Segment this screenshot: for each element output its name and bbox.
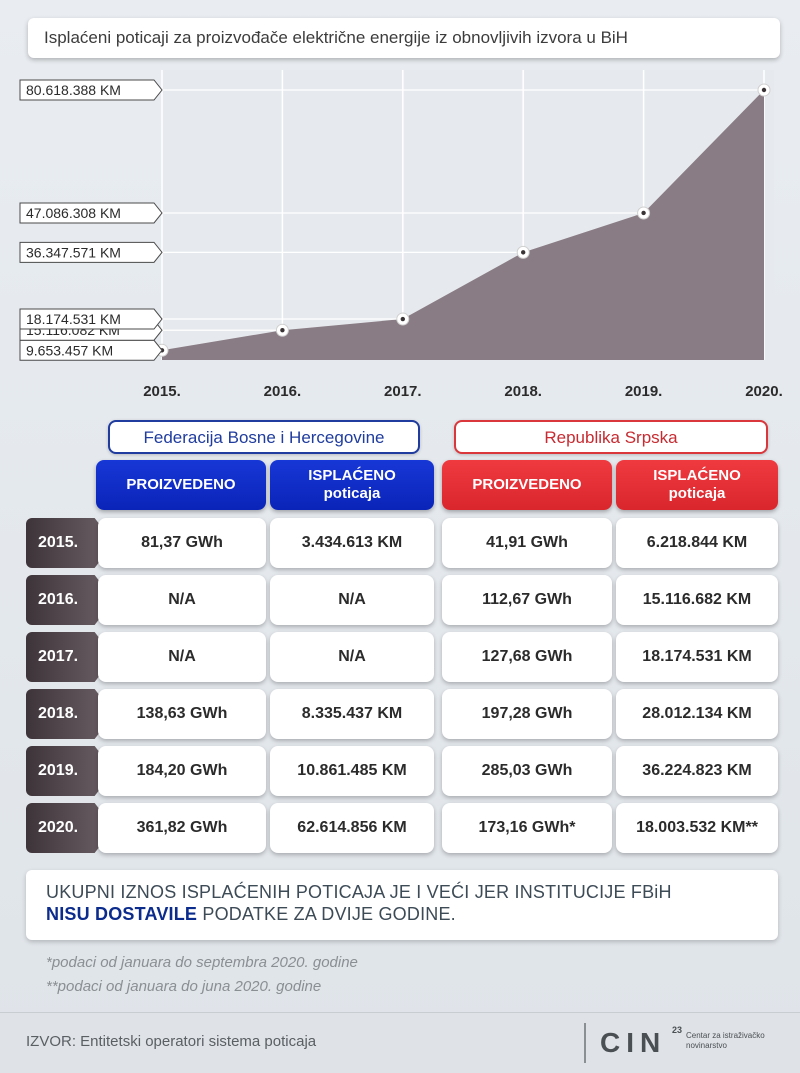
table-row: 2017. N/A N/A 127,68 GWh 18.174.531 KM (0, 632, 800, 682)
footer-bar: IZVOR: Entitetski operatori sistema poti… (0, 1012, 800, 1073)
value-label: 80.618.388 KM (26, 82, 121, 98)
area-series (162, 90, 764, 360)
value-label-tag (19, 308, 163, 330)
cell-rs-produced: 41,91 GWh (442, 518, 612, 568)
header-rs-produced-label: PROIZVEDENO (472, 476, 582, 493)
table-row: 2015. 81,37 GWh 3.434.613 KM 41,91 GWh 6… (0, 518, 800, 568)
cell-rs-produced: 173,16 GWh* (442, 803, 612, 853)
value-label: 36.347.571 KM (26, 244, 121, 260)
cell-rs-paid: 28.012.134 KM (616, 689, 778, 739)
cell-fbih-paid: 8.335.437 KM (270, 689, 434, 739)
cell-rs-paid: 15.116.682 KM (616, 575, 778, 625)
value-label: 9.653.457 KM (26, 342, 113, 358)
note-line-1: UKUPNI IZNOS ISPLAĆENIH POTICAJA JE I VE… (46, 882, 672, 902)
note-line-2: NISU DOSTAVILE PODATKE ZA DVIJE GODINE. (46, 903, 778, 925)
table-row: 2020. 361,82 GWh 62.614.856 KM 173,16 GW… (0, 803, 800, 853)
cell-rs-produced: 197,28 GWh (442, 689, 612, 739)
cell-rs-paid: 6.218.844 KM (616, 518, 778, 568)
entity-label-fbih: Federacija Bosne i Hercegovine (108, 420, 420, 454)
data-point-center (521, 250, 526, 255)
value-label-tag (19, 241, 163, 263)
header-fbih-paid-sublabel: poticaja (323, 485, 381, 502)
header-rs-paid: ISPLAĆENO poticaja (616, 460, 778, 510)
cell-fbih-paid: N/A (270, 575, 434, 625)
cell-fbih-produced: N/A (98, 575, 266, 625)
cell-fbih-produced: 184,20 GWh (98, 746, 266, 796)
header-fbih-produced-label: PROIZVEDENO (126, 476, 236, 493)
value-label-tag (19, 202, 163, 224)
cell-rs-paid: 18.003.532 KM** (616, 803, 778, 853)
x-tick-label: 2019. (625, 383, 663, 400)
data-point-center (280, 328, 285, 333)
cell-fbih-produced: 361,82 GWh (98, 803, 266, 853)
cell-fbih-paid: 62.614.856 KM (270, 803, 434, 853)
cell-fbih-produced: 138,63 GWh (98, 689, 266, 739)
x-tick-label: 2018. (504, 383, 542, 400)
value-label: 47.086.308 KM (26, 205, 121, 221)
cell-rs-paid: 18.174.531 KM (616, 632, 778, 682)
cell-fbih-produced: N/A (98, 632, 266, 682)
data-point-center (761, 87, 767, 93)
data-point-center (400, 316, 405, 322)
cell-rs-produced: 112,67 GWh (442, 575, 612, 625)
header-fbih-paid: ISPLAĆENO poticaja (270, 460, 434, 510)
note-line-2-rest: PODATKE ZA DVIJE GODINE. (197, 904, 456, 924)
cin-logo-superscript: 23 (672, 1025, 683, 1035)
x-tick-label: 2015. (143, 383, 181, 400)
header-rs-paid-sublabel: poticaja (668, 485, 726, 502)
cell-rs-produced: 127,68 GWh (442, 632, 612, 682)
cell-rs-paid: 36.224.823 KM (616, 746, 778, 796)
cell-fbih-paid: N/A (270, 632, 434, 682)
table-row: 2016. N/A N/A 112,67 GWh 15.116.682 KM (0, 575, 800, 625)
cell-fbih-paid: 10.861.485 KM (270, 746, 434, 796)
cin-logo-subtitle: Centar za istraživačko novinarstvo (686, 1031, 765, 1050)
x-tick-label: 2020. (745, 383, 783, 400)
data-point-center (641, 210, 646, 216)
table-row: 2019. 184,20 GWh 10.861.485 KM 285,03 GW… (0, 746, 800, 796)
header-fbih-paid-label: ISPLAĆENO (308, 467, 396, 484)
value-label: 18.174.531 KM (26, 311, 121, 327)
cell-fbih-paid: 3.434.613 KM (270, 518, 434, 568)
footnote-1: *podaci od januara do septembra 2020. go… (46, 954, 358, 971)
header-rs-produced: PROIZVEDENO (442, 460, 612, 510)
header-rs-paid-label: ISPLAĆENO (653, 467, 741, 484)
footnote-2: **podaci od januara do juna 2020. godine (46, 978, 322, 995)
entity-label-rs: Republika Srpska (454, 420, 768, 454)
cell-rs-produced: 285,03 GWh (442, 746, 612, 796)
value-label-tag (19, 79, 163, 101)
x-tick-label: 2016. (264, 383, 302, 400)
x-tick-label: 2017. (384, 383, 422, 400)
logo-divider (584, 1023, 586, 1063)
chart-title: Isplaćeni poticaji za proizvođače elektr… (28, 18, 780, 58)
note-highlight: NISU DOSTAVILE (46, 904, 198, 924)
cin-logo: CIN (600, 1027, 667, 1058)
header-fbih-produced: PROIZVEDENO (96, 460, 266, 510)
cell-fbih-produced: 81,37 GWh (98, 518, 266, 568)
note-box: UKUPNI IZNOS ISPLAĆENIH POTICAJA JE I VE… (26, 870, 778, 940)
source-text: IZVOR: Entitetski operatori sistema poti… (26, 1033, 317, 1050)
table-row: 2018. 138,63 GWh 8.335.437 KM 197,28 GWh… (0, 689, 800, 739)
